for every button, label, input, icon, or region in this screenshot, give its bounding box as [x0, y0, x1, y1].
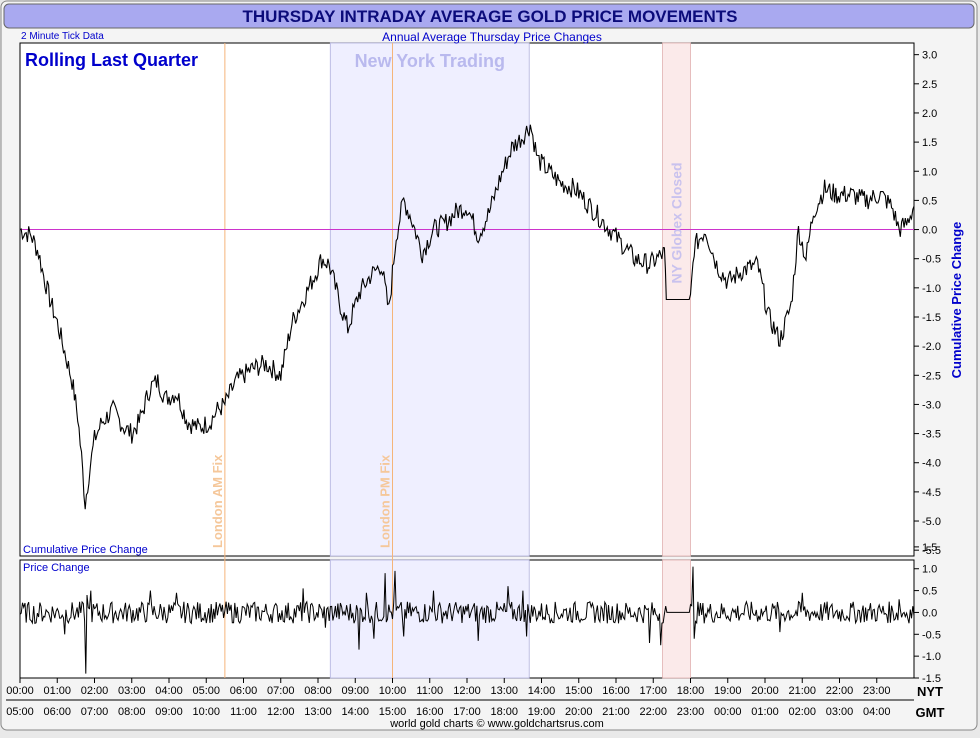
x-tick-label-nyt: 07:00	[267, 685, 295, 697]
y-tick-label: -4.5	[922, 487, 941, 499]
cumulative-price-line	[19, 124, 915, 510]
x-tick-label-gmt: 20:00	[565, 706, 593, 718]
x-tick-label-gmt: 17:00	[453, 706, 481, 718]
x-tick-label-nyt: 09:00	[341, 685, 369, 697]
x-tick-label-gmt: 07:00	[81, 706, 109, 718]
x-tick-label-nyt: 00:00	[6, 685, 34, 697]
y-tick-label: 0.0	[922, 225, 937, 237]
x-tick-label-nyt: 02:00	[81, 685, 109, 697]
tick-note: 2 Minute Tick Data	[21, 31, 104, 42]
chart-title: THURSDAY INTRADAY AVERAGE GOLD PRICE MOV…	[243, 7, 738, 26]
x-tick-label-nyt: 05:00	[192, 685, 220, 697]
x-tick-label-gmt: 10:00	[192, 706, 220, 718]
y-tick-label: -2.5	[922, 370, 941, 382]
x-tick-label-gmt: 04:00	[863, 706, 891, 718]
x-tick-label-nyt: 10:00	[379, 685, 407, 697]
x-tick-label-nyt: 08:00	[304, 685, 332, 697]
globex-closed-band	[662, 559, 691, 679]
x-tick-label-gmt: 12:00	[267, 706, 295, 718]
x-tick-label-gmt: 03:00	[826, 706, 854, 718]
new-york-label: New York Trading	[355, 51, 505, 71]
x-tick-label-nyt: 06:00	[230, 685, 258, 697]
y-tick-label: -5.5	[922, 545, 941, 557]
y-axis-title: Cumulative Price Change	[949, 222, 964, 379]
price-change-series-label: Price Change	[23, 562, 90, 574]
x-tick-label-nyt: 13:00	[490, 685, 518, 697]
y-tick-label: 1.5	[922, 137, 937, 149]
x-tick-label-nyt: 16:00	[602, 685, 630, 697]
x-tick-label-gmt: 21:00	[602, 706, 630, 718]
y-tick-label: -5.0	[922, 516, 941, 528]
cumulative-series-label: Cumulative Price Change	[23, 544, 148, 556]
globex-closed-label: NY Globex Closed	[669, 162, 685, 283]
y-tick-label: 1.5	[922, 542, 937, 554]
x-tick-label-gmt: 15:00	[379, 706, 407, 718]
y-tick-label: 0.0	[922, 607, 937, 619]
x-tick-label-nyt: 11:00	[416, 685, 443, 697]
x-tick-label-gmt: 01:00	[751, 706, 779, 718]
x-tick-label-nyt: 14:00	[528, 685, 556, 697]
x-tick-label-nyt: 15:00	[565, 685, 593, 697]
x-tick-label-nyt: 17:00	[639, 685, 667, 697]
x-tick-label-gmt: 22:00	[639, 706, 667, 718]
x-tick-label-nyt: 12:00	[453, 685, 481, 697]
y-tick-label: -1.5	[922, 673, 941, 685]
y-tick-label: -1.0	[922, 283, 941, 295]
x-tick-label-gmt: 23:00	[677, 706, 705, 718]
y-tick-label: -2.0	[922, 341, 941, 353]
y-tick-label: -4.0	[922, 458, 941, 470]
chart-subtitle: Annual Average Thursday Price Changes	[382, 30, 602, 44]
new-york-band	[329, 42, 530, 557]
y-tick-label: 2.0	[922, 108, 937, 120]
x-tick-label-gmt: 19:00	[528, 706, 556, 718]
x-tick-label-gmt: 14:00	[341, 706, 369, 718]
y-tick-label: -3.0	[922, 399, 941, 411]
price-change-line	[19, 566, 915, 674]
y-tick-label: 0.5	[922, 195, 937, 207]
x-tick-label-nyt: 03:00	[118, 685, 146, 697]
london-am-fix-label: London AM Fix	[210, 454, 225, 548]
nyt-axis-label: NYT	[917, 684, 943, 699]
x-tick-label-gmt: 16:00	[416, 706, 444, 718]
x-tick-label-gmt: 08:00	[118, 706, 146, 718]
y-tick-label: -3.5	[922, 429, 941, 441]
x-tick-label-gmt: 09:00	[155, 706, 183, 718]
x-tick-label-nyt: 19:00	[714, 685, 742, 697]
x-tick-label-nyt: 18:00	[677, 685, 705, 697]
y-tick-label: -1.5	[922, 312, 941, 324]
x-tick-label-nyt: 20:00	[751, 685, 779, 697]
title-bar	[3, 3, 975, 29]
gmt-axis-label: GMT	[916, 705, 945, 720]
y-tick-label: 1.0	[922, 564, 937, 576]
y-tick-label: 3.0	[922, 50, 937, 62]
period-label: Rolling Last Quarter	[25, 50, 198, 70]
x-tick-label-gmt: 13:00	[304, 706, 332, 718]
x-tick-label-nyt: 23:00	[863, 685, 891, 697]
y-tick-label: -1.0	[922, 651, 941, 663]
x-tick-label-gmt: 06:00	[43, 706, 71, 718]
x-tick-label-nyt: 21:00	[788, 685, 816, 697]
x-tick-label-gmt: 05:00	[6, 706, 34, 718]
y-tick-label: 1.0	[922, 166, 937, 178]
x-tick-label-nyt: 01:00	[43, 685, 71, 697]
y-tick-label: -0.5	[922, 254, 941, 266]
footer-credit: world gold charts © www.goldchartsrus.co…	[389, 718, 604, 730]
x-tick-label-gmt: 02:00	[788, 706, 816, 718]
x-tick-label-gmt: 00:00	[714, 706, 742, 718]
y-tick-label: 0.5	[922, 586, 937, 598]
x-tick-label-nyt: 22:00	[826, 685, 854, 697]
london-pm-fix-label: London PM Fix	[378, 454, 393, 548]
y-tick-label: 2.5	[922, 79, 937, 91]
x-tick-label-gmt: 18:00	[490, 706, 518, 718]
x-tick-label-gmt: 11:00	[230, 706, 257, 718]
y-tick-label: -0.5	[922, 629, 941, 641]
x-tick-label-nyt: 04:00	[155, 685, 183, 697]
